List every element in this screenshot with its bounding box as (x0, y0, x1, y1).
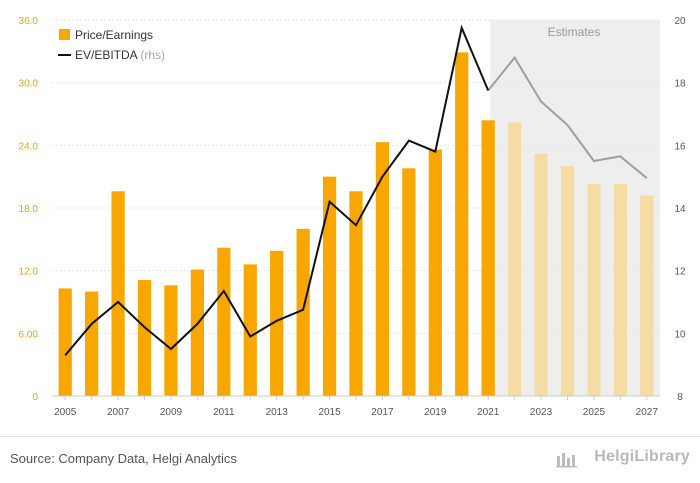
bar (137, 280, 152, 396)
bar (85, 291, 99, 396)
y-left-tick-label: 12.0 (19, 267, 39, 278)
bar (375, 142, 390, 396)
bars-layer (58, 52, 654, 397)
legend-ev-suffix: (rhs) (140, 48, 165, 62)
bar (322, 176, 337, 396)
y-left-tick-label: 6.00 (19, 329, 39, 340)
x-tick-label: 2015 (318, 407, 341, 418)
y-right-tick-label: 8 (677, 392, 683, 403)
y-right-tick-label: 18 (674, 79, 686, 90)
y-left-tick-label: 18.0 (19, 204, 39, 215)
y-left-tick-label: 30.0 (19, 79, 39, 90)
bar-estimate (508, 122, 522, 396)
footer-divider (0, 436, 700, 437)
y-right-tick-label: 12 (674, 267, 686, 278)
bar (111, 191, 125, 396)
legend-pe-label: Price/Earnings (75, 28, 153, 42)
bar (402, 168, 416, 396)
line-layer (64, 24, 648, 356)
x-tick-label: 2007 (107, 407, 130, 418)
bar (455, 52, 469, 396)
axis-layer: 0 6.00 12.0 18.0 24.0 30.0 36.0 8 10 12 14 16 18 20 20… (19, 16, 686, 418)
y-right-tick-label: 10 (674, 329, 686, 340)
estimates-label: Estimates (548, 25, 601, 39)
ev-ebitda-line-estimate (487, 55, 648, 179)
brand-logo-text: HelgiLibrary (594, 448, 690, 465)
x-tick-label: 2021 (477, 407, 500, 418)
y-right-tick-label: 16 (674, 141, 686, 152)
legend-ev-label: EV/EBITDA (rhs) (75, 48, 165, 62)
y-left-tick-label: 24.0 (19, 141, 39, 152)
x-tick-label: 2013 (266, 407, 289, 418)
bar (296, 228, 310, 396)
x-tick-label: 2017 (371, 407, 394, 418)
legend-ev-name: EV/EBITDA (75, 48, 138, 62)
x-tick-label: 2005 (54, 407, 77, 418)
bar (349, 191, 363, 396)
bar-estimate (560, 166, 575, 396)
y-right-tick-label: 20 (674, 16, 686, 27)
bar (270, 250, 284, 396)
bar (243, 264, 257, 396)
chart: 0 6.00 12.0 18.0 24.0 30.0 36.0 8 10 12 14 16 18 20 20… (19, 16, 686, 418)
bar (190, 269, 204, 396)
y-left-tick-label: 0 (32, 392, 38, 403)
legend-bar-swatch (59, 29, 70, 40)
bar (428, 149, 442, 396)
bar-estimate (534, 153, 548, 396)
legend: Price/Earnings EV/EBITDA (rhs) (58, 28, 165, 62)
bar (58, 288, 72, 396)
x-tick-label: 2009 (160, 407, 183, 418)
x-tick-label: 2011 (213, 407, 235, 418)
bar (164, 285, 178, 396)
y-left-tick-label: 36.0 (19, 16, 39, 27)
bar-estimate (587, 183, 601, 396)
x-tick-label: 2025 (583, 407, 606, 418)
x-tick-label: 2027 (636, 407, 659, 418)
ev-ebitda-line (64, 24, 490, 356)
bar-estimate (613, 183, 627, 396)
y-right-tick-label: 14 (674, 204, 686, 215)
bar (217, 247, 231, 396)
helgi-logo-icon (556, 453, 577, 468)
bar (481, 120, 495, 397)
source-note: Source: Company Data, Helgi Analytics (10, 451, 237, 466)
x-tick-label: 2023 (530, 407, 553, 418)
x-tick-label: 2019 (424, 407, 447, 418)
bar-estimate (640, 195, 654, 396)
